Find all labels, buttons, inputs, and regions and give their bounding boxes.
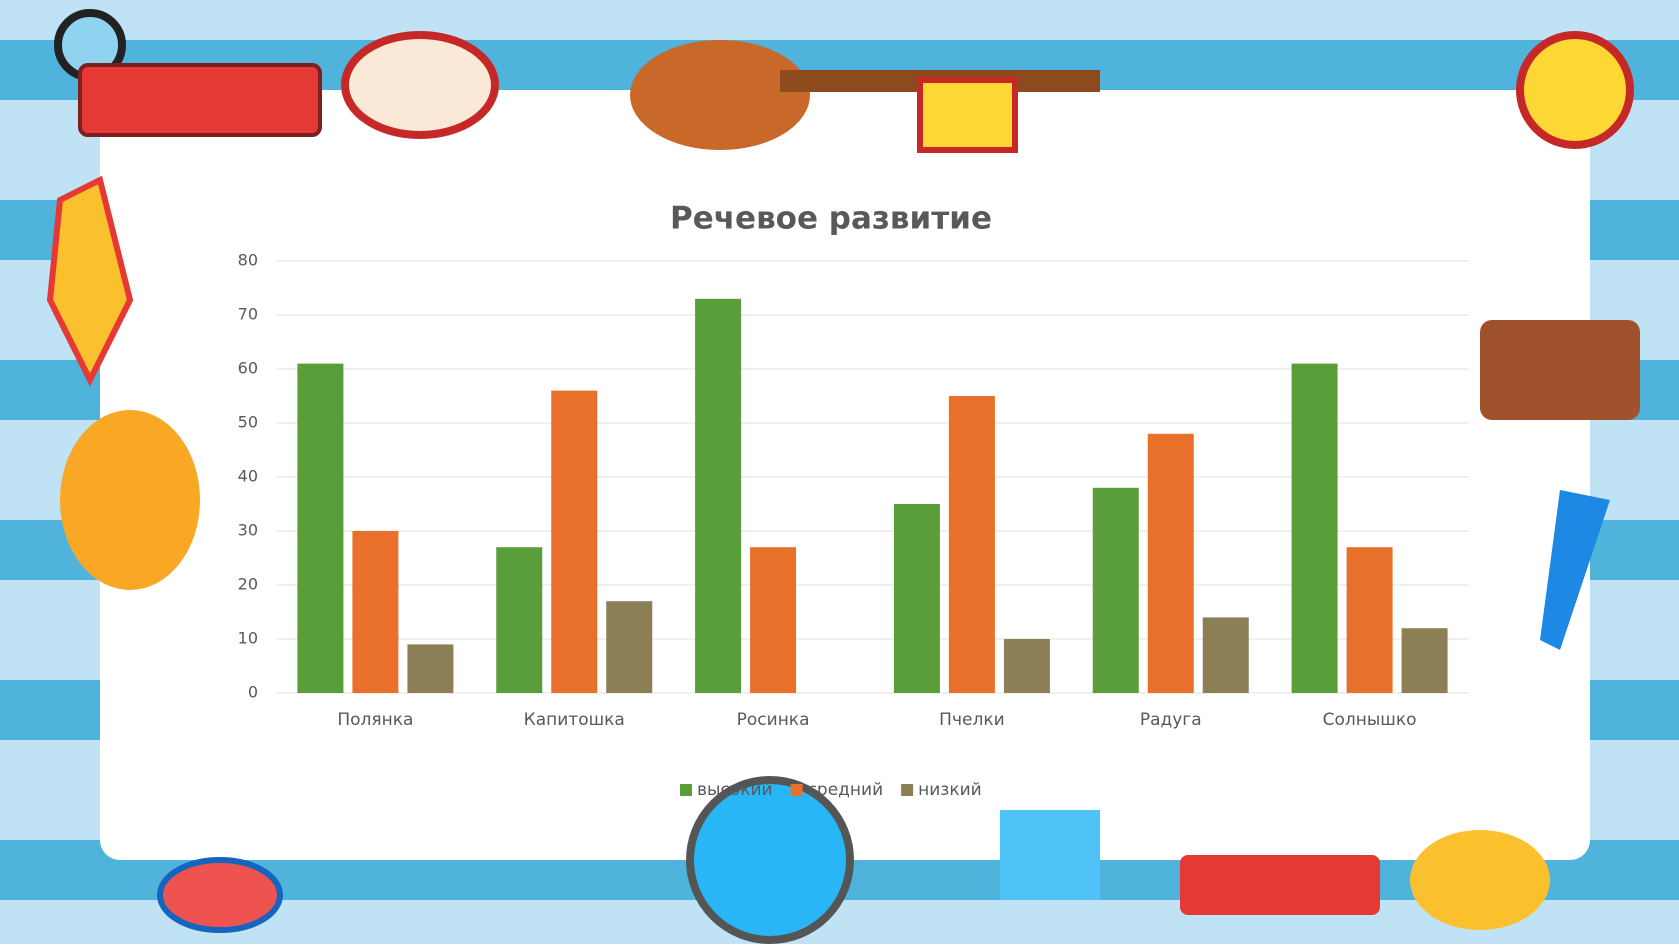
bar [1291,363,1338,693]
bar [948,396,995,693]
chart-title: Речевое развитие [670,201,992,237]
legend-swatch [790,784,803,796]
legend-swatch [680,784,692,796]
x-tick-label: Радуга [1140,710,1202,730]
x-tick-label: Росинка [737,710,810,730]
bar [1202,617,1249,693]
y-tick-label: 0 [248,683,258,702]
bar [1346,547,1393,693]
bar [1092,487,1139,693]
bar [606,601,653,693]
bar [695,298,742,693]
y-tick-label: 80 [238,251,258,270]
bar [893,504,940,693]
bar [551,390,598,693]
y-tick-label: 60 [238,359,258,378]
y-tick-label: 10 [238,629,258,648]
bar [352,531,399,693]
bar [1147,433,1194,693]
bar [496,547,543,693]
x-tick-label: Пчелки [939,710,1004,730]
y-tick-label: 40 [238,467,258,486]
legend-swatch [901,784,914,796]
x-tick-label: Капитошка [524,710,625,730]
y-tick-label: 30 [238,521,258,540]
legend-label: высокий [697,780,773,800]
legend-label: средний [808,780,884,800]
legend-label: низкий [918,780,982,800]
x-tick-label: Полянка [337,710,413,730]
bar [1401,628,1448,693]
y-tick-label: 20 [238,575,258,594]
bar [750,547,797,693]
x-tick-label: Солнышко [1323,710,1417,730]
bar [297,363,344,693]
y-tick-label: 70 [238,305,258,324]
bar [1003,639,1050,693]
bar [407,644,454,693]
y-tick-label: 50 [238,413,258,432]
